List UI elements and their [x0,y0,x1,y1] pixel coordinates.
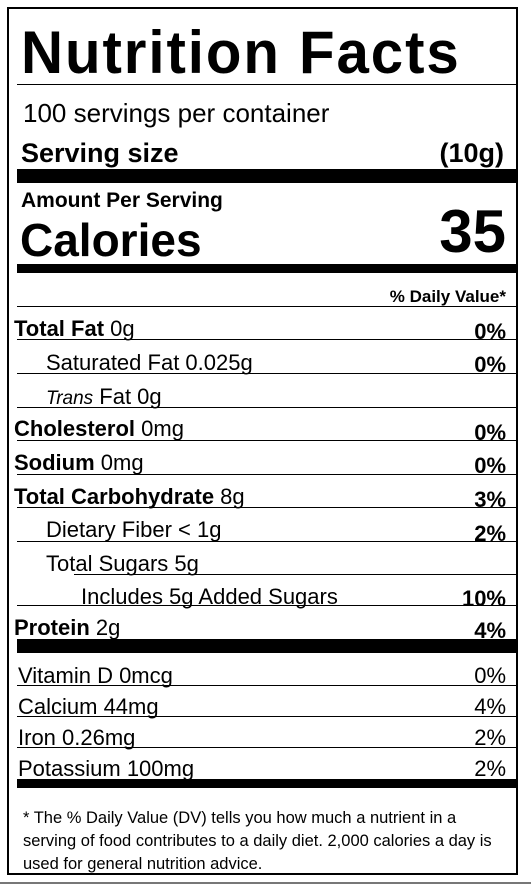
added-sugars-row: Includes 5g Added Sugars [81,584,338,609]
daily-value-header: % Daily Value* [389,287,506,306]
nutrient-amount: 0mg [94,450,144,475]
sodium-dv: 0% [474,453,506,478]
potassium-dv: 2% [474,756,506,781]
servings-per-container: 100 servings per container [23,98,330,128]
divider [17,685,518,686]
nutrient-name: Sodium [14,450,95,475]
label-title: Nutrition Facts [21,19,461,86]
protein-row: Protein 2g [14,615,120,641]
protein-dv: 4% [474,618,506,643]
medium-divider [17,264,518,273]
divider [17,507,518,508]
nutrient-amount: 0mg [135,416,184,441]
divider [17,605,518,606]
bottom-edge [0,882,531,888]
trans-fat-text: Fat 0g [93,384,162,409]
cholesterol-row: Cholesterol 0mg [14,416,184,442]
amount-per-serving: Amount Per Serving [21,189,223,212]
calories-label: Calories [20,214,202,266]
added-sugars-dv: 10% [461,586,506,611]
nutrient-amount: 0g [104,316,135,341]
trans-prefix: Trans [46,388,94,409]
medium-divider [17,779,518,788]
saturated-fat-row: Saturated Fat 0.025g [46,350,253,375]
thick-divider [17,169,518,183]
dietary-fiber-dv: 2% [474,521,506,546]
total-carbohydrate-row: Total Carbohydrate 8g [14,484,245,510]
nutrient-name: Total Carbohydrate [14,484,215,509]
divider [17,84,518,85]
saturated-fat-dv: 0% [474,352,506,377]
divider [17,306,518,307]
nutrient-name: Cholesterol [14,416,136,441]
serving-size-label: Serving size [21,138,179,168]
iron-row: Iron 0.26mg [18,725,136,750]
divider [17,373,518,374]
nutrition-facts-label: Nutrition Facts 100 servings per contain… [7,7,518,875]
potassium-row: Potassium 100mg [18,756,195,781]
daily-value-footnote: * The % Daily Value (DV) tells you how m… [23,809,492,873]
divider [74,574,518,575]
total-fat-row: Total Fat 0g [14,316,135,342]
total-fat-dv: 0% [474,319,506,344]
nutrient-name: Protein [14,615,90,640]
vitamin-d-row: Vitamin D 0mcg [18,663,173,688]
nutrient-amount: 8g [214,484,245,509]
divider [17,474,518,475]
nutrient-name: Total Fat [14,316,105,341]
trans-fat-row: Trans Fat 0g [46,384,162,412]
cholesterol-dv: 0% [474,420,506,445]
divider [17,407,518,408]
divider [17,716,518,717]
thick-divider [17,639,518,653]
serving-size-value: (10g) [439,138,504,168]
sodium-row: Sodium 0mg [14,450,144,476]
divider [17,541,518,542]
total-carbohydrate-dv: 3% [474,487,506,512]
calcium-row: Calcium 44mg [18,694,159,719]
iron-dv: 2% [474,725,506,750]
total-sugars-row: Total Sugars 5g [46,551,199,576]
calcium-dv: 4% [474,694,506,719]
calories-value: 35 [439,198,506,265]
dietary-fiber-row: Dietary Fiber < 1g [46,517,222,542]
vitamin-d-dv: 0% [474,663,506,688]
divider [17,339,518,340]
nutrient-amount: 2g [89,615,121,640]
divider [17,440,518,441]
divider [17,747,518,748]
